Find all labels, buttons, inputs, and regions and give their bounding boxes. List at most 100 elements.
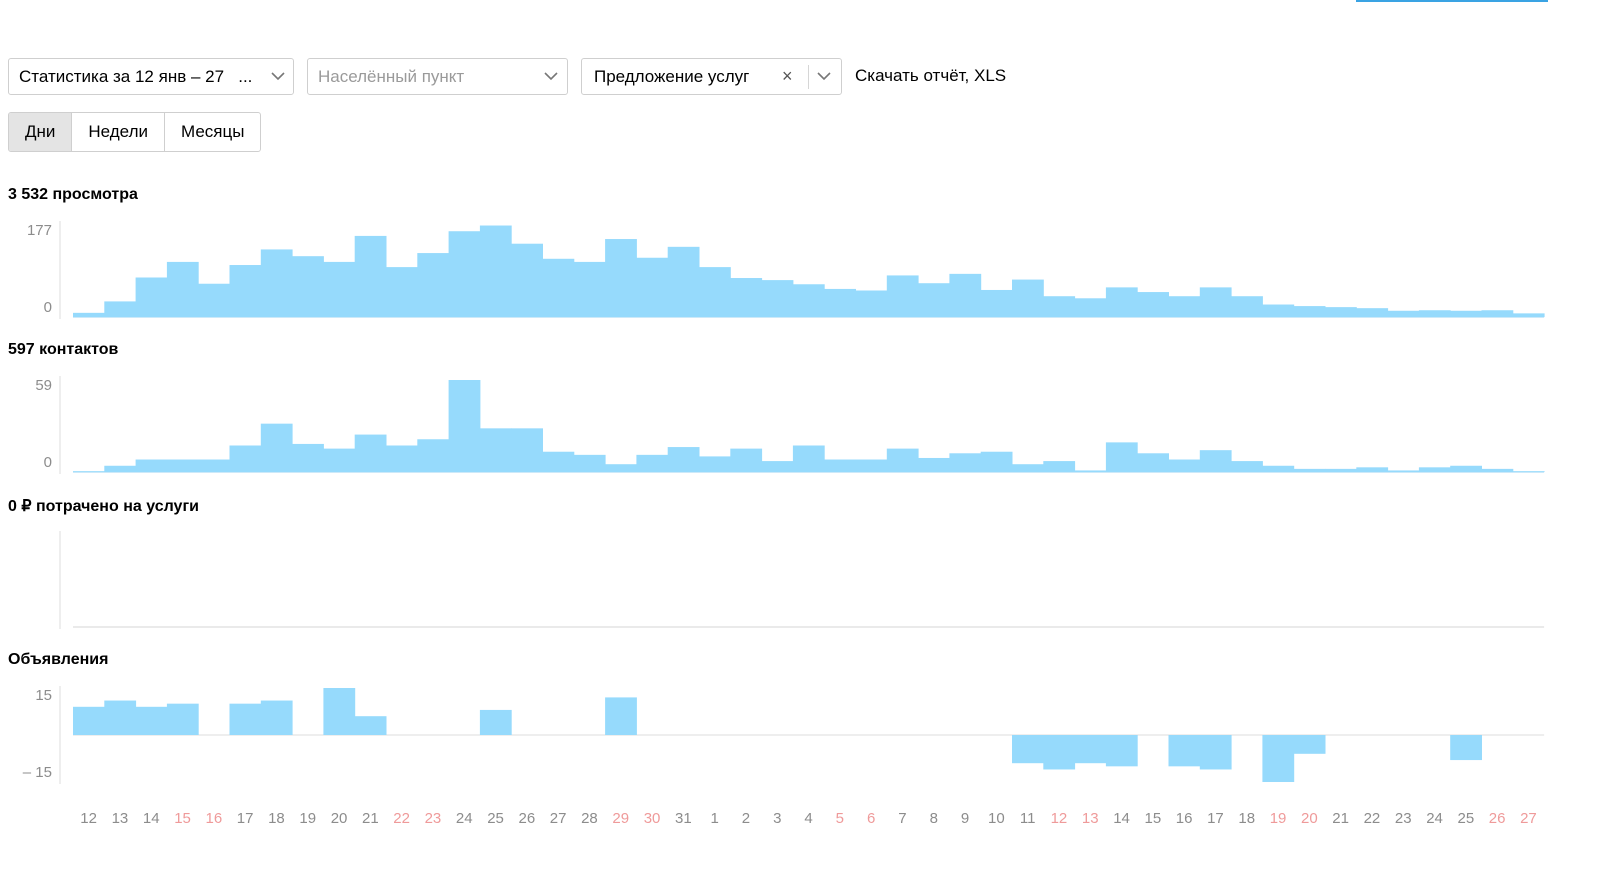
clear-icon[interactable]: × [782,66,793,86]
views-bar [1168,296,1201,317]
contacts-bar [792,445,825,472]
views-bar [1325,307,1357,317]
views-bar [229,265,262,317]
x-axis-label: 27 [549,810,567,827]
views-bar [166,261,199,317]
contacts-bar [1105,442,1138,472]
chevron-down-icon[interactable] [817,71,831,81]
x-axis-label: 28 [581,810,598,827]
views-y-tick-min: 0 [43,299,52,316]
views-bar [1356,308,1389,317]
contacts-bar [511,428,543,472]
views-bar [1074,298,1107,317]
city-select[interactable]: Населённый пункт [307,58,568,95]
listings-bar [1293,735,1326,754]
contacts-bar [918,457,950,472]
listings-bar [1012,735,1044,764]
listings-chart-title: Объявления [8,651,109,668]
contacts-bar [1293,468,1326,472]
contacts-y-tick-min: 0 [43,454,52,471]
contacts-bar [542,451,575,472]
contacts-bar [229,445,262,472]
contacts-bar [1199,450,1232,472]
listings-bar [479,709,512,735]
contacts-bar [479,428,512,472]
contacts-bar [1481,468,1514,472]
views-bar [573,261,606,317]
listings-bar [1043,735,1076,770]
listings-bar [605,697,637,735]
x-axis-label: 11 [1019,810,1036,827]
x-axis-label: 2 [741,810,751,827]
service-select[interactable]: Предложение услуг × [581,58,842,95]
views-bar [792,284,825,317]
contacts-bar [1137,453,1169,472]
contacts-bar [730,448,763,472]
views-bar [855,290,888,317]
contacts-bar [448,380,481,472]
x-axis-label: 1 [710,810,719,827]
x-axis-label: 18 [1238,810,1256,827]
views-bar [1387,310,1420,317]
x-axis-label: 17 [236,810,254,827]
contacts-bar [824,459,856,472]
granularity-months-button[interactable]: Месяцы [181,122,245,141]
x-axis-label: 19 [1269,810,1287,827]
city-select-placeholder: Населённый пункт [318,67,465,86]
contacts-bar [73,471,105,472]
listings-bar [135,706,168,735]
contacts-bar [1231,461,1263,472]
views-bar [542,258,575,317]
x-axis-label: 10 [988,810,1005,827]
x-axis-label: 31 [675,810,692,827]
period-select[interactable]: Статистика за 12 янв – 27 ... [8,58,294,95]
x-axis-label: 15 [174,810,191,827]
views-bar [479,225,512,317]
contacts-bar [605,464,637,472]
x-axis-label: 18 [268,810,285,827]
x-axis-label: 27 [1520,810,1537,827]
listings-bar [1105,735,1138,767]
contacts-bar [386,445,418,472]
contacts-bar [1356,467,1389,472]
contacts-bar [417,439,450,472]
x-axis-label: 6 [866,810,876,827]
x-axis-label: 22 [393,810,410,827]
download-report-link[interactable]: Скачать отчёт, XLS [855,66,1007,85]
x-axis-label: 22 [1363,810,1381,827]
x-axis-label: 12 [80,810,97,827]
contacts-bar [1450,465,1482,472]
x-axis-label: 25 [1457,810,1475,827]
x-axis-label: 29 [612,810,630,827]
select-separator [808,65,809,89]
granularity-days-button[interactable]: Дни [9,113,73,151]
contacts-bar [761,461,794,472]
contacts-bar [1418,467,1451,472]
views-bar [949,273,982,317]
x-axis-label: 9 [960,810,970,827]
views-bar [605,239,637,317]
contacts-bar [1512,471,1545,472]
x-axis-label: 24 [1426,810,1443,827]
contacts-bar [573,454,606,472]
x-axis-label: 26 [518,810,536,827]
listings-bar [1074,735,1107,764]
contacts-bar [323,448,356,472]
contacts-bar [198,459,230,472]
views-bar [1481,310,1514,317]
listings-bar [1168,735,1201,767]
contacts-bar [1012,464,1044,472]
contacts-bar [667,447,700,472]
views-chart-title: 3 532 просмотра [8,186,138,203]
contacts-y-tick-max: 59 [35,377,52,394]
contacts-bar [1325,468,1357,472]
listings-bar [104,700,137,735]
contacts-bar [1074,470,1107,472]
listings-bar [229,703,262,735]
contacts-bar [354,434,387,472]
views-bar [636,257,669,317]
granularity-weeks-button[interactable]: Недели [72,113,165,151]
spent-chart-title: 0 ₽ потрачено на услуги [8,498,199,515]
views-bar [1199,287,1232,317]
